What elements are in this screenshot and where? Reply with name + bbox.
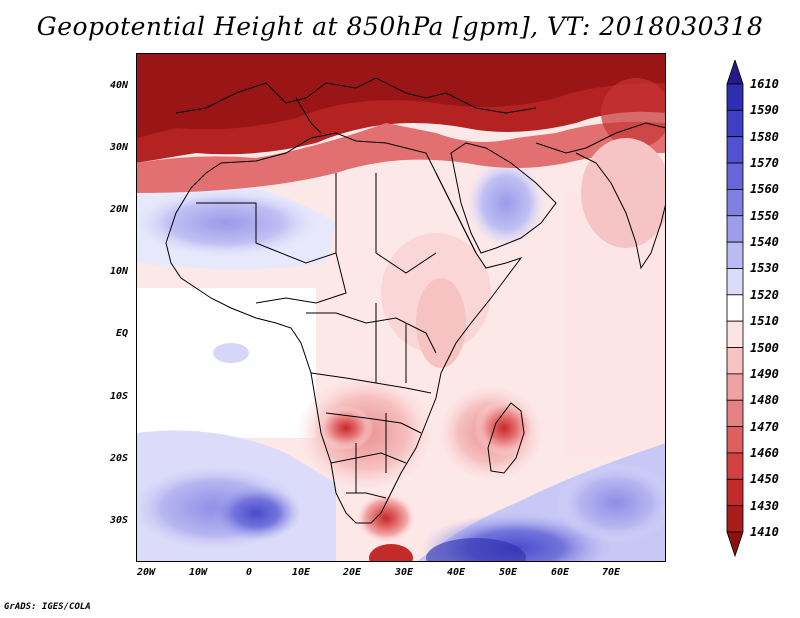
colorbar-label: 1540: [750, 235, 779, 250]
colorbar-swatch: [726, 136, 744, 164]
colorbar-label: 1550: [750, 208, 779, 223]
colorbar-swatch: [726, 83, 744, 111]
map-title: Geopotential Height at 850hPa [gpm], VT:…: [36, 12, 764, 41]
colorbar-swatch: [726, 241, 744, 269]
colorbar-label: 1530: [750, 261, 779, 276]
colorbar-label: 1500: [750, 340, 779, 355]
colorbar-swatch: [726, 452, 744, 480]
colorbar-label: 1410: [750, 525, 779, 539]
colorbar-swatch: [726, 347, 744, 375]
colorbar-swatch: [726, 399, 744, 427]
lat-label-40n: 40N: [109, 80, 128, 91]
colorbar-label: 1580: [750, 129, 779, 144]
colorbar-swatch: [726, 189, 744, 217]
colorbar-label: 1450: [750, 472, 779, 487]
lat-label-30s: 30S: [109, 515, 128, 526]
lat-label-eq: EQ: [115, 328, 128, 339]
colorbar-top-arrow: [726, 60, 744, 85]
colorbar-label: 1520: [750, 287, 779, 302]
lon-label-10w: 10W: [188, 567, 208, 578]
colorbar-label: 1570: [750, 156, 779, 171]
lon-label-50e: 50E: [498, 567, 518, 578]
colorbar-swatch: [726, 268, 744, 296]
colorbar-swatch: [726, 373, 744, 401]
colorbar-label: 1480: [750, 393, 779, 408]
colorbar-bottom-arrow: [726, 531, 744, 558]
colorbar-swatch: [726, 478, 744, 507]
colorbar-label: 1470: [750, 419, 779, 434]
colorbar-swatch: [726, 294, 744, 322]
colorbar-swatch: [726, 505, 744, 533]
lat-label-20n: 20N: [109, 204, 128, 215]
colorbar-label: 1510: [750, 314, 779, 329]
lon-label-70e: 70E: [601, 567, 621, 578]
colorbar-swatch: [726, 215, 744, 243]
colorbar-label: 1590: [750, 103, 779, 118]
lat-label-10n: 10N: [109, 266, 128, 277]
colorbar-swatch: [726, 426, 744, 454]
lon-label-60e: 60E: [550, 567, 570, 578]
colorbar: [726, 60, 744, 558]
colorbar-label: 1610: [750, 77, 779, 91]
lon-label-40e: 40E: [446, 567, 466, 578]
lon-label-20w: 20W: [136, 567, 156, 578]
colorbar-swatch: [726, 320, 744, 348]
colorbar-swatch: [726, 162, 744, 190]
lat-label-10s: 10S: [109, 391, 128, 402]
plot-frame: [136, 53, 666, 562]
map-plot-area[interactable]: [136, 53, 666, 562]
colorbar-label: 1490: [750, 366, 779, 381]
colorbar-label: 1430: [750, 498, 779, 513]
lat-label-30n: 30N: [109, 142, 128, 153]
colorbar-label: 1460: [750, 445, 779, 460]
lon-label-10e: 10E: [291, 567, 311, 578]
colorbar-swatch: [726, 109, 744, 138]
coastlines: [165, 77, 666, 524]
height-field-shading: [136, 53, 666, 562]
lon-label-20e: 20E: [342, 567, 362, 578]
lon-label-30e: 30E: [394, 567, 414, 578]
lon-label-0: 0: [245, 567, 253, 578]
colorbar-label: 1560: [750, 182, 779, 197]
lat-label-20s: 20S: [109, 453, 128, 464]
grads-credit: GrADS: IGES/COLA: [4, 602, 91, 612]
